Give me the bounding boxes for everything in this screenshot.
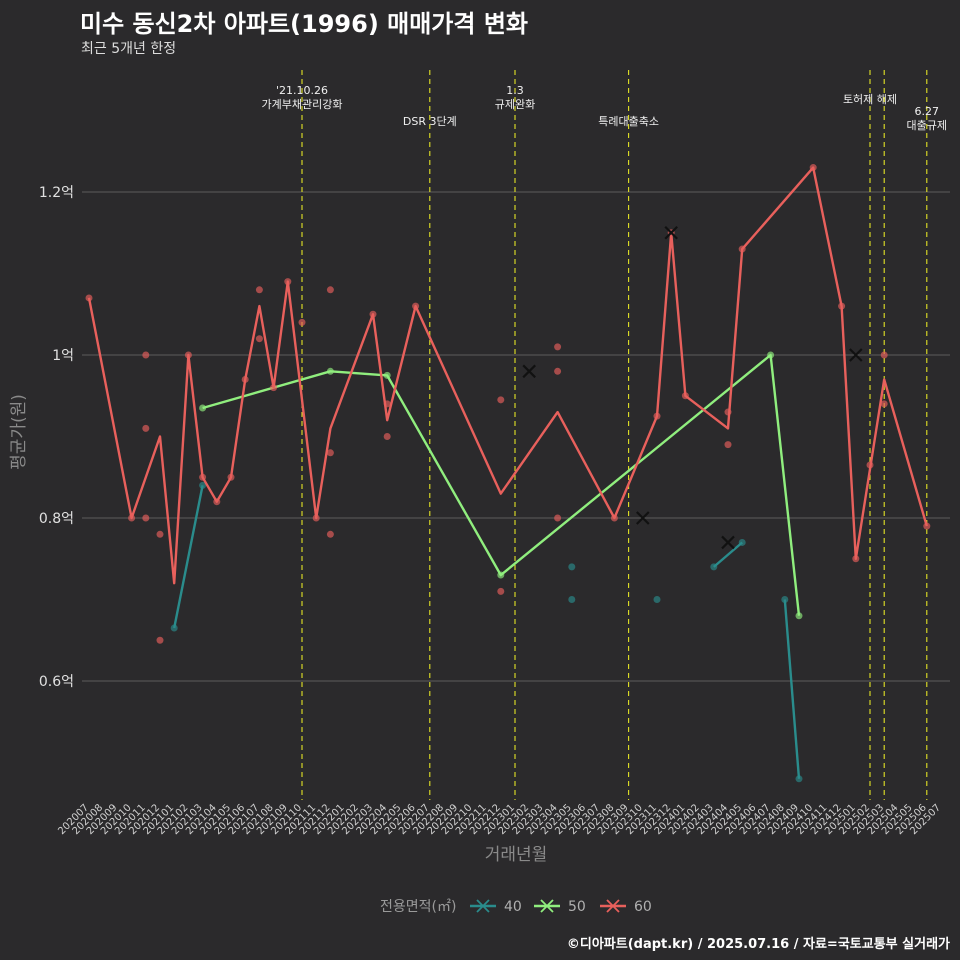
data-point-60	[312, 514, 320, 522]
data-point-60	[184, 351, 192, 359]
data-point-60	[156, 530, 164, 538]
chart-subtitle: 최근 5개년 한정	[81, 41, 177, 57]
data-point-60	[128, 514, 136, 522]
cross-marker-60	[522, 364, 536, 379]
data-point-60	[554, 343, 562, 351]
data-point-60	[724, 441, 732, 449]
data-point-60	[653, 412, 661, 420]
data-point-60	[326, 286, 334, 294]
legend-label: 50	[568, 899, 586, 915]
series-line-40	[713, 541, 743, 568]
y-tick-label: 1억	[52, 348, 74, 364]
data-point-60	[85, 294, 93, 302]
data-point-50	[795, 612, 803, 620]
data-point-60	[213, 498, 221, 506]
data-point-60	[738, 245, 746, 253]
data-point-60	[326, 449, 334, 457]
series-line-60	[87, 166, 928, 585]
data-point-60	[866, 461, 874, 469]
data-point-60	[227, 473, 235, 481]
data-point-60	[255, 286, 263, 294]
data-point-60	[610, 514, 618, 522]
y-tick-label: 0.8억	[39, 511, 74, 527]
chart-title: 미수 동신2차 아파트(1996) 매매가격 변화	[80, 10, 528, 38]
legend-key-cross	[540, 899, 554, 913]
data-point-60	[880, 351, 888, 359]
data-point-50	[497, 571, 505, 579]
legend-key-cross	[476, 899, 490, 913]
data-point-60	[497, 396, 505, 404]
data-point-50	[199, 404, 207, 412]
data-point-60	[838, 302, 846, 310]
legend-label: 40	[504, 899, 522, 915]
x-axis-title: 거래년월	[485, 845, 548, 865]
policy-event-label: 1.3 규제완화	[495, 84, 535, 111]
data-point-60	[412, 302, 420, 310]
data-point-60	[369, 310, 377, 318]
data-point-60	[255, 335, 263, 343]
data-point-60	[199, 473, 207, 481]
data-point-60	[142, 351, 150, 359]
series-line-40	[783, 599, 801, 779]
data-point-40	[568, 596, 576, 603]
data-point-60	[156, 636, 164, 644]
data-point-40	[199, 481, 207, 489]
data-point-40	[738, 538, 746, 546]
data-point-60	[681, 392, 689, 400]
series-line-40	[173, 485, 204, 629]
data-point-50	[383, 371, 391, 379]
data-point-40	[170, 624, 178, 632]
data-point-60	[923, 522, 931, 530]
data-point-60	[724, 408, 732, 416]
data-point-50	[326, 367, 334, 375]
data-point-60	[298, 318, 306, 326]
data-point-60	[554, 514, 562, 522]
data-point-60	[383, 433, 391, 440]
data-point-60	[241, 375, 249, 383]
policy-event-label: DSR 3단계	[403, 115, 457, 128]
data-point-40	[795, 775, 803, 783]
cross-marker-60	[636, 511, 650, 525]
data-point-60	[142, 424, 150, 432]
y-axis-title: 평균가(원)	[9, 394, 29, 470]
data-point-60	[554, 367, 562, 375]
policy-event-label: 토허제 해제	[843, 92, 897, 106]
cross-marker-60	[849, 348, 863, 362]
data-point-40	[710, 563, 718, 571]
y-tick-label: 0.6억	[39, 674, 74, 690]
cross-marker-60	[664, 225, 678, 240]
policy-event-label: 6.27 대출규제	[907, 105, 947, 132]
data-point-60	[852, 555, 860, 563]
data-point-40	[653, 596, 661, 603]
legend-title: 전용면적(㎡)	[380, 899, 456, 915]
data-point-60	[809, 164, 817, 172]
data-point-60	[326, 530, 334, 538]
data-point-60	[497, 587, 505, 595]
legend-key-cross	[606, 899, 620, 913]
data-point-60	[383, 400, 391, 408]
legend-label: 60	[634, 899, 652, 915]
data-point-50	[767, 351, 775, 359]
data-point-40	[781, 596, 789, 603]
source-caption: ©디아파트(dapt.kr) / 2025.07.16 / 자료=국토교통부 실…	[566, 937, 950, 952]
data-point-60	[270, 384, 278, 392]
policy-event-label: 특례대출축소	[598, 115, 659, 128]
data-point-60	[142, 514, 150, 522]
y-tick-label: 1.2억	[39, 185, 74, 201]
data-point-60	[284, 278, 292, 286]
data-point-40	[568, 563, 576, 571]
data-point-60	[880, 400, 888, 408]
policy-event-label: '21.10.26 가계부채관리강화	[262, 84, 343, 111]
cross-marker-40	[721, 535, 735, 550]
series-line-50	[202, 353, 801, 616]
